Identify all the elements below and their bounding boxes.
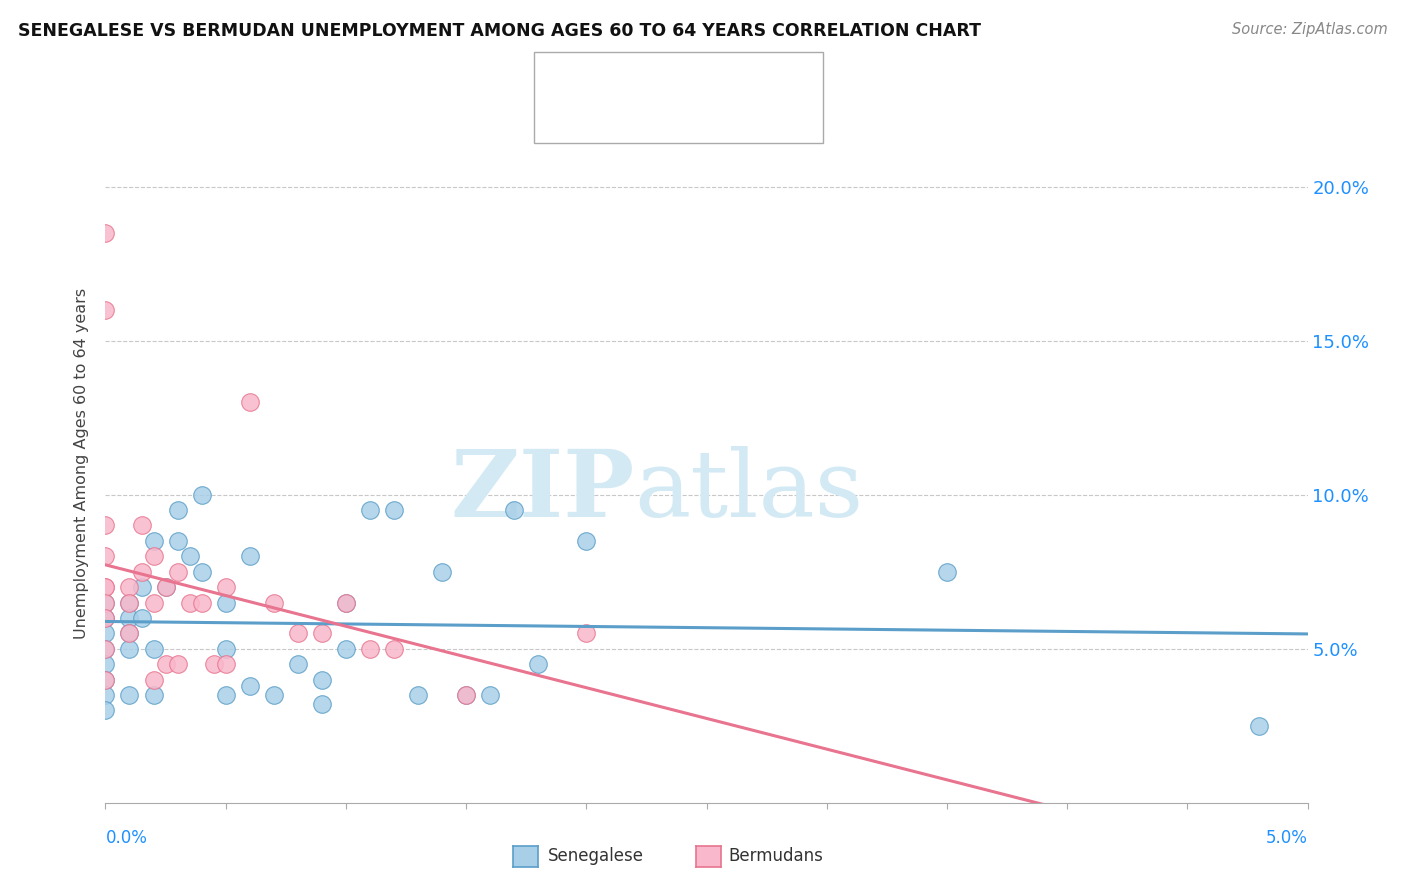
- Point: [94, 549, 117, 564]
- Text: Bermudans: Bermudans: [728, 847, 823, 865]
- Point: [214, 641, 236, 656]
- Point: [214, 580, 236, 594]
- Point: [166, 533, 188, 548]
- Point: [406, 688, 429, 702]
- Point: [155, 580, 177, 594]
- Point: [214, 657, 236, 672]
- Point: [166, 657, 188, 672]
- Point: [166, 565, 188, 579]
- Text: N =: N =: [688, 70, 724, 87]
- Point: [936, 565, 959, 579]
- Point: [94, 641, 117, 656]
- Point: [155, 580, 177, 594]
- Point: [118, 641, 141, 656]
- Point: [142, 688, 165, 702]
- Point: [94, 657, 117, 672]
- Text: 5.0%: 5.0%: [1265, 830, 1308, 847]
- Text: ZIP: ZIP: [450, 446, 634, 536]
- Point: [430, 565, 453, 579]
- Point: [131, 580, 153, 594]
- Text: R =: R =: [595, 109, 631, 127]
- Point: [456, 688, 478, 702]
- Point: [118, 595, 141, 609]
- Point: [1249, 719, 1271, 733]
- Point: [214, 688, 236, 702]
- Point: [118, 580, 141, 594]
- Point: [239, 395, 262, 409]
- Text: Senegalese: Senegalese: [548, 847, 644, 865]
- Point: [239, 679, 262, 693]
- Point: [94, 611, 117, 625]
- Point: [287, 626, 309, 640]
- Point: [131, 565, 153, 579]
- Point: [142, 533, 165, 548]
- Point: [311, 697, 333, 711]
- Text: N =: N =: [688, 109, 724, 127]
- Point: [94, 611, 117, 625]
- Point: [118, 626, 141, 640]
- Point: [503, 503, 526, 517]
- Point: [131, 518, 153, 533]
- Point: [131, 611, 153, 625]
- Point: [335, 641, 357, 656]
- Point: [142, 673, 165, 687]
- Point: [94, 688, 117, 702]
- Point: [190, 488, 212, 502]
- Point: [94, 302, 117, 317]
- Point: [190, 565, 212, 579]
- Point: [190, 595, 212, 609]
- Point: [287, 657, 309, 672]
- Point: [142, 641, 165, 656]
- Point: [118, 611, 141, 625]
- Point: [575, 626, 598, 640]
- Point: [94, 626, 117, 640]
- Text: 46: 46: [718, 70, 741, 87]
- Point: [94, 641, 117, 656]
- Point: [142, 595, 165, 609]
- Point: [94, 580, 117, 594]
- Point: [94, 226, 117, 240]
- Point: [94, 673, 117, 687]
- Point: [179, 549, 201, 564]
- Text: atlas: atlas: [634, 446, 863, 536]
- Point: [179, 595, 201, 609]
- Point: [456, 688, 478, 702]
- Point: [263, 688, 285, 702]
- Point: [94, 518, 117, 533]
- Text: Source: ZipAtlas.com: Source: ZipAtlas.com: [1232, 22, 1388, 37]
- Point: [214, 595, 236, 609]
- Y-axis label: Unemployment Among Ages 60 to 64 years: Unemployment Among Ages 60 to 64 years: [75, 288, 90, 640]
- Point: [335, 595, 357, 609]
- Point: [575, 533, 598, 548]
- Text: SENEGALESE VS BERMUDAN UNEMPLOYMENT AMONG AGES 60 TO 64 YEARS CORRELATION CHART: SENEGALESE VS BERMUDAN UNEMPLOYMENT AMON…: [18, 22, 981, 40]
- Point: [527, 657, 550, 672]
- Point: [155, 657, 177, 672]
- Text: 0.0%: 0.0%: [105, 830, 148, 847]
- Point: [118, 595, 141, 609]
- Point: [263, 595, 285, 609]
- Text: 0.315: 0.315: [626, 109, 678, 127]
- Point: [94, 595, 117, 609]
- Point: [94, 595, 117, 609]
- Point: [479, 688, 502, 702]
- Point: [166, 503, 188, 517]
- Point: [382, 503, 405, 517]
- Point: [311, 673, 333, 687]
- Point: [94, 580, 117, 594]
- Point: [142, 549, 165, 564]
- Point: [335, 595, 357, 609]
- Text: R =: R =: [595, 70, 631, 87]
- Point: [118, 626, 141, 640]
- Point: [311, 626, 333, 640]
- Point: [359, 503, 381, 517]
- Point: [94, 673, 117, 687]
- Text: 36: 36: [718, 109, 741, 127]
- Point: [94, 703, 117, 717]
- Text: 0.124: 0.124: [626, 70, 678, 87]
- Point: [239, 549, 262, 564]
- Point: [382, 641, 405, 656]
- Point: [202, 657, 225, 672]
- Point: [118, 688, 141, 702]
- Point: [359, 641, 381, 656]
